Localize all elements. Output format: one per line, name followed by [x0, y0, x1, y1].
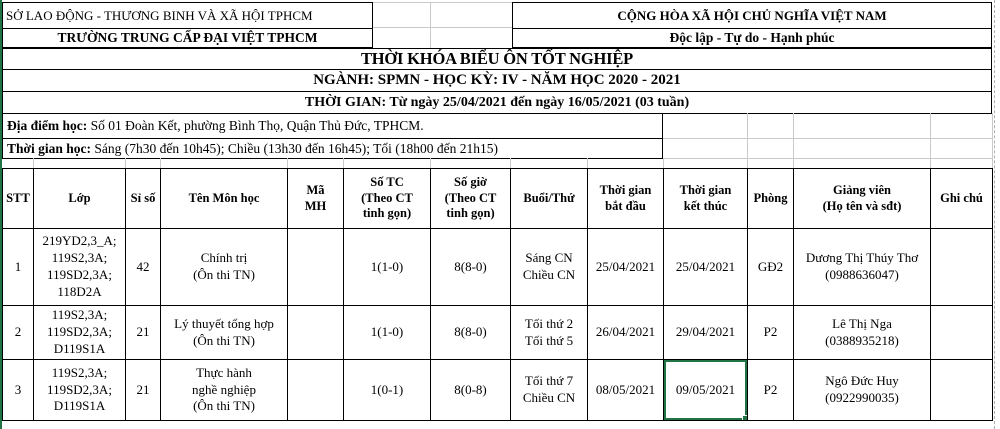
gridline — [793, 113, 794, 168]
cell-giang-vien[interactable]: Dương Thị Thúy Thơ (0988636047) — [793, 228, 931, 306]
col-header-phong[interactable]: Phòng — [747, 168, 794, 229]
study-address-row: Địa điểm học: Số 01 Đoàn Kết, phường Bìn… — [2, 113, 663, 139]
cell-siso[interactable]: 42 — [125, 228, 161, 306]
gridline — [587, 158, 588, 168]
cell-ghi-chu[interactable] — [930, 359, 993, 421]
gridline — [510, 158, 511, 168]
col-header-ghi-chu[interactable]: Ghi chú — [930, 168, 993, 229]
gridline — [430, 158, 431, 168]
col-header-stt[interactable]: STT — [2, 168, 34, 229]
cell-stt[interactable]: 2 — [2, 305, 34, 360]
cell-tg-bat-dau[interactable]: 26/04/2021 — [587, 305, 664, 360]
table-row: 3 119S2,3A; 119SD2,3A; D119S1A 21 Thực h… — [2, 359, 993, 421]
letterhead-right: CỘNG HÒA XÃ HỘI CHỦ NGHĨA VIỆT NAM Độc l… — [512, 2, 992, 48]
school-name: TRƯỜNG TRUNG CẤP ĐẠI VIỆT TPHCM — [51, 30, 324, 48]
gridline — [663, 158, 664, 168]
study-address-label: Địa điểm học: — [7, 118, 88, 133]
national-motto-line2: Độc lập - Tự do - Hạnh phúc — [663, 30, 841, 48]
cell-so-tc[interactable]: 1(1-0) — [343, 305, 431, 360]
table-header-row: STT Lớp Sỉ số Tên Môn học Mã MH Số TC (T… — [2, 168, 993, 229]
col-header-giang-vien[interactable]: Giảng viên (Họ tên và sđt) — [793, 168, 931, 229]
cell-so-gio[interactable]: 8(0-8) — [430, 359, 511, 421]
gridline — [663, 138, 992, 139]
cell-lop[interactable]: 119S2,3A; 119SD2,3A; D119S1A — [33, 305, 126, 360]
cell-ma-mh[interactable] — [287, 305, 344, 360]
gridline — [287, 158, 288, 168]
page-break-dashed-line — [994, 0, 995, 429]
gridline — [33, 158, 34, 168]
org-parent-name: SỞ LAO ĐỘNG - THƯƠNG BINH VÀ XÃ HỘI TPHC… — [3, 3, 372, 29]
cell-so-gio[interactable]: 8(8-0) — [430, 228, 511, 306]
gridline — [747, 113, 748, 168]
cell-so-tc[interactable]: 1(0-1) — [343, 359, 431, 421]
gridline — [663, 158, 992, 159]
cell-mon[interactable]: Lý thuyết tổng hợp (Ôn thi TN) — [160, 305, 288, 360]
cell-lop[interactable]: 119S2,3A; 119SD2,3A; D119S1A — [33, 359, 126, 421]
selected-cell-tg-ket-thuc[interactable]: 09/05/2021 — [663, 359, 748, 421]
cell-phong[interactable]: GĐ2 — [747, 228, 794, 306]
gridline — [373, 27, 512, 28]
cell-siso[interactable]: 21 — [125, 305, 161, 360]
national-motto-line1: CỘNG HÒA XÃ HỘI CHỦ NGHĨA VIỆT NAM — [513, 3, 991, 29]
schedule-subtitle-duration: THỜI GIAN: Từ ngày 25/04/2021 đến ngày 1… — [2, 91, 992, 114]
gridline — [343, 158, 344, 168]
schedule-title: THỜI KHÓA BIỂU ÔN TỐT NGHIỆP — [2, 48, 992, 70]
col-header-lop[interactable]: Lớp — [33, 168, 126, 229]
table-row: 1 219YD2,3_A; 119S2,3A; 119SD2,3A; 118D2… — [2, 228, 993, 306]
gridline — [160, 158, 161, 168]
gridline — [430, 2, 431, 48]
gridline — [930, 113, 931, 168]
col-header-siso[interactable]: Sỉ số — [125, 168, 161, 229]
cell-ma-mh[interactable] — [287, 228, 344, 306]
study-time-label: Thời gian học: — [7, 140, 91, 156]
cell-ma-mh[interactable] — [287, 359, 344, 421]
gridline — [125, 158, 126, 168]
cell-tg-ket-thuc[interactable]: 25/04/2021 — [663, 228, 748, 306]
cell-buoi-thu[interactable]: Tối thứ 7 Chiều CN — [510, 359, 588, 421]
gridline — [992, 113, 993, 168]
schedule-subtitle-major: NGÀNH: SPMN - HỌC KỲ: IV - NĂM HỌC 2020 … — [2, 69, 992, 92]
cell-buoi-thu[interactable]: Sáng CN Chiều CN — [510, 228, 588, 306]
selection-edge-strip — [0, 0, 2, 429]
col-header-buoi-thu[interactable]: Buổi/Thứ — [510, 168, 588, 229]
study-address-value: Số 01 Đoàn Kết, phường Bình Thọ, Quận Th… — [87, 118, 424, 133]
cell-buoi-thu[interactable]: Tối thứ 2 Tối thứ 5 — [510, 305, 588, 360]
cell-so-gio[interactable]: 8(8-0) — [430, 305, 511, 360]
schedule-table: STT Lớp Sỉ số Tên Môn học Mã MH Số TC (T… — [2, 168, 993, 421]
letterhead-left: SỞ LAO ĐỘNG - THƯƠNG BINH VÀ XÃ HỘI TPHC… — [2, 2, 373, 48]
cell-mon[interactable]: Chính trị (Ôn thi TN) — [160, 228, 288, 306]
cell-ghi-chu[interactable] — [930, 305, 993, 360]
table-row: 2 119S2,3A; 119SD2,3A; D119S1A 21 Lý thu… — [2, 305, 993, 360]
cell-tg-ket-thuc[interactable]: 29/04/2021 — [663, 305, 748, 360]
col-header-tg-bat-dau[interactable]: Thời gian bắt đầu — [587, 168, 664, 229]
cell-mon[interactable]: Thực hành nghề nghiệp (Ôn thi TN) — [160, 359, 288, 421]
study-time-value: Sáng (7h30 đến 10h45); Chiều (13h30 đến … — [91, 140, 498, 156]
cell-siso[interactable]: 21 — [125, 359, 161, 421]
col-header-ten-mon-hoc[interactable]: Tên Môn học — [160, 168, 288, 229]
cell-tg-bat-dau[interactable]: 25/04/2021 — [587, 228, 664, 306]
cell-phong[interactable]: P2 — [747, 305, 794, 360]
col-header-so-tc[interactable]: Số TC (Theo CT tinh gọn) — [343, 168, 431, 229]
cell-giang-vien[interactable]: Ngô Đức Huy (0922990035) — [793, 359, 931, 421]
study-time-row: Thời gian học: Sáng (7h30 đến 10h45); Ch… — [2, 138, 663, 159]
cell-tg-bat-dau[interactable]: 08/05/2021 — [587, 359, 664, 421]
col-header-tg-ket-thuc[interactable]: Thời gian kết thúc — [663, 168, 748, 229]
col-header-ma-mh[interactable]: Mã MH — [287, 168, 344, 229]
gridline — [373, 2, 512, 3]
cell-stt[interactable]: 1 — [2, 228, 34, 306]
cell-stt[interactable]: 3 — [2, 359, 34, 421]
cell-giang-vien[interactable]: Lê Thị Nga (0388935218) — [793, 305, 931, 360]
cell-lop[interactable]: 219YD2,3_A; 119S2,3A; 119SD2,3A; 118D2A — [33, 228, 126, 306]
cell-so-tc[interactable]: 1(1-0) — [343, 228, 431, 306]
cell-phong[interactable]: P2 — [747, 359, 794, 421]
cell-ghi-chu[interactable] — [930, 228, 993, 306]
col-header-so-gio[interactable]: Số giờ (Theo CT tinh gọn) — [430, 168, 511, 229]
